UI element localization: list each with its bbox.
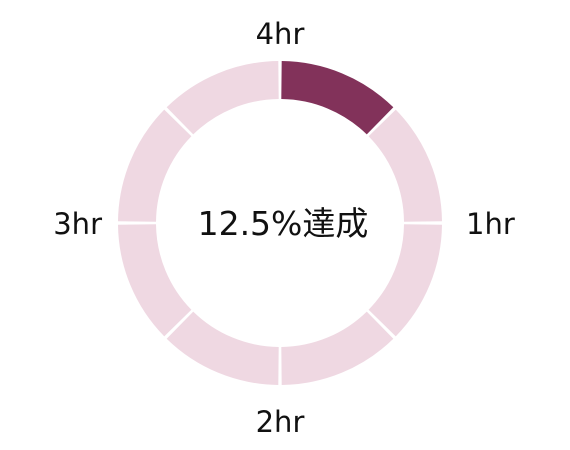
tick-label-3hr: 3hr [53, 207, 102, 241]
donut-segment-remaining [118, 109, 192, 222]
donut-segments [118, 61, 442, 385]
tick-label-4hr: 4hr [256, 17, 305, 51]
center-percentage-label: 12.5%達成 [198, 204, 369, 243]
donut-segment-completed [281, 61, 394, 135]
donut-segment-remaining [368, 109, 442, 222]
tick-label-1hr: 1hr [466, 207, 515, 241]
donut-segment-remaining [368, 224, 442, 337]
tick-label-2hr: 2hr [256, 405, 305, 439]
donut-segment-remaining [118, 224, 192, 337]
donut-segment-remaining [166, 61, 279, 135]
donut-segment-remaining [166, 311, 279, 385]
donut-segment-remaining [281, 311, 394, 385]
